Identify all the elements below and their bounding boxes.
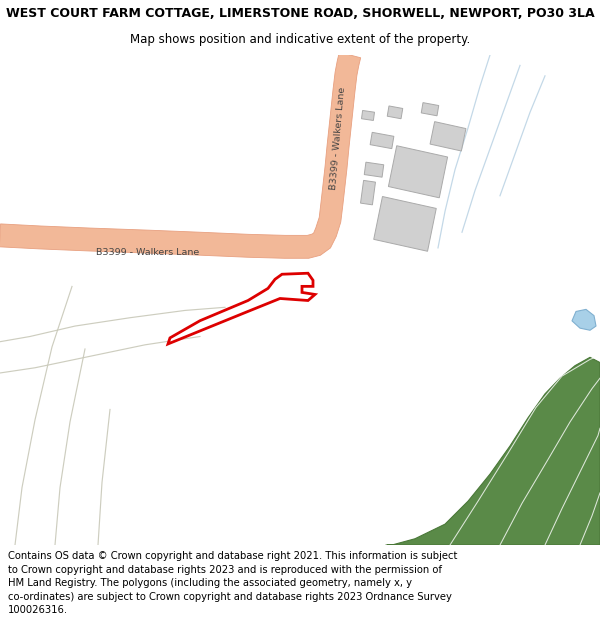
Polygon shape xyxy=(0,52,361,258)
Text: B3399 - Walkers Lane: B3399 - Walkers Lane xyxy=(329,87,347,190)
Text: Contains OS data © Crown copyright and database right 2021. This information is : Contains OS data © Crown copyright and d… xyxy=(8,551,457,616)
Bar xyxy=(362,111,374,121)
Text: B3399 - Walkers Lane: B3399 - Walkers Lane xyxy=(97,248,200,256)
Bar xyxy=(361,181,376,205)
Polygon shape xyxy=(168,273,315,344)
Bar xyxy=(364,162,384,177)
Bar xyxy=(430,122,466,151)
Bar xyxy=(370,132,394,149)
Text: WEST COURT FARM COTTAGE, LIMERSTONE ROAD, SHORWELL, NEWPORT, PO30 3LA: WEST COURT FARM COTTAGE, LIMERSTONE ROAD… xyxy=(5,8,595,20)
Bar xyxy=(388,146,448,198)
Bar xyxy=(387,106,403,119)
Text: Map shows position and indicative extent of the property.: Map shows position and indicative extent… xyxy=(130,33,470,46)
Bar xyxy=(374,196,436,251)
Bar xyxy=(421,102,439,116)
Polygon shape xyxy=(385,357,600,545)
Polygon shape xyxy=(572,309,596,330)
